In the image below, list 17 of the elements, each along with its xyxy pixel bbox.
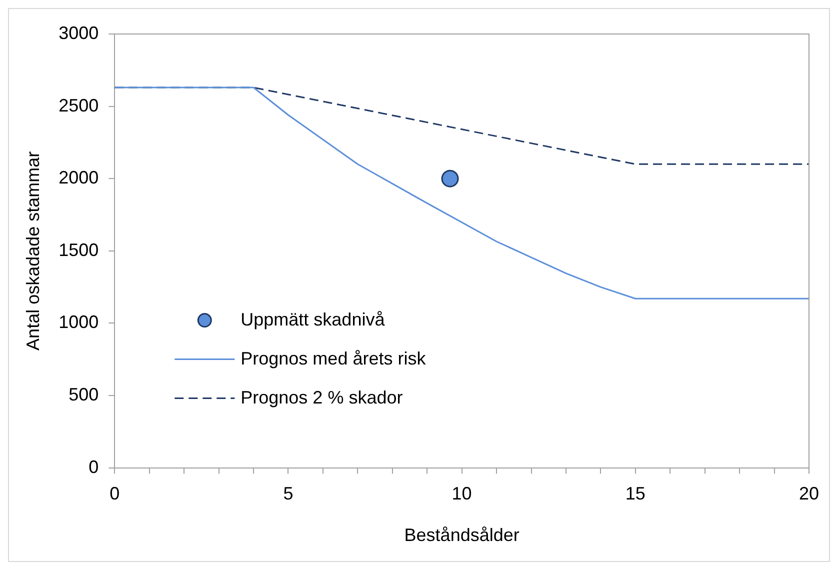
y-tick-label: 3000: [58, 22, 99, 43]
y-tick-label: 500: [68, 384, 99, 404]
x-tick-label: 20: [798, 484, 820, 504]
x-tick-label: 0: [110, 484, 120, 504]
x-axis-title: Beståndsålder: [404, 525, 520, 546]
x-tick-label: 15: [625, 484, 646, 504]
y-tick-label: 0: [88, 456, 99, 477]
legend-label: Uppmätt skadnivå: [240, 309, 386, 330]
x-tick-label: 5: [283, 484, 294, 504]
y-tick-label: 2000: [58, 168, 99, 188]
y-tick-label: 1500: [58, 240, 99, 260]
x-tick-label: 10: [452, 484, 472, 504]
legend-label: Prognos 2 % skador: [240, 387, 403, 408]
y-axis-title: Antal oskadade stammar: [22, 151, 43, 350]
y-tick-label: 2500: [58, 95, 99, 116]
legend-label: Prognos med årets risk: [240, 348, 427, 368]
y-tick-label: 1000: [58, 312, 99, 332]
